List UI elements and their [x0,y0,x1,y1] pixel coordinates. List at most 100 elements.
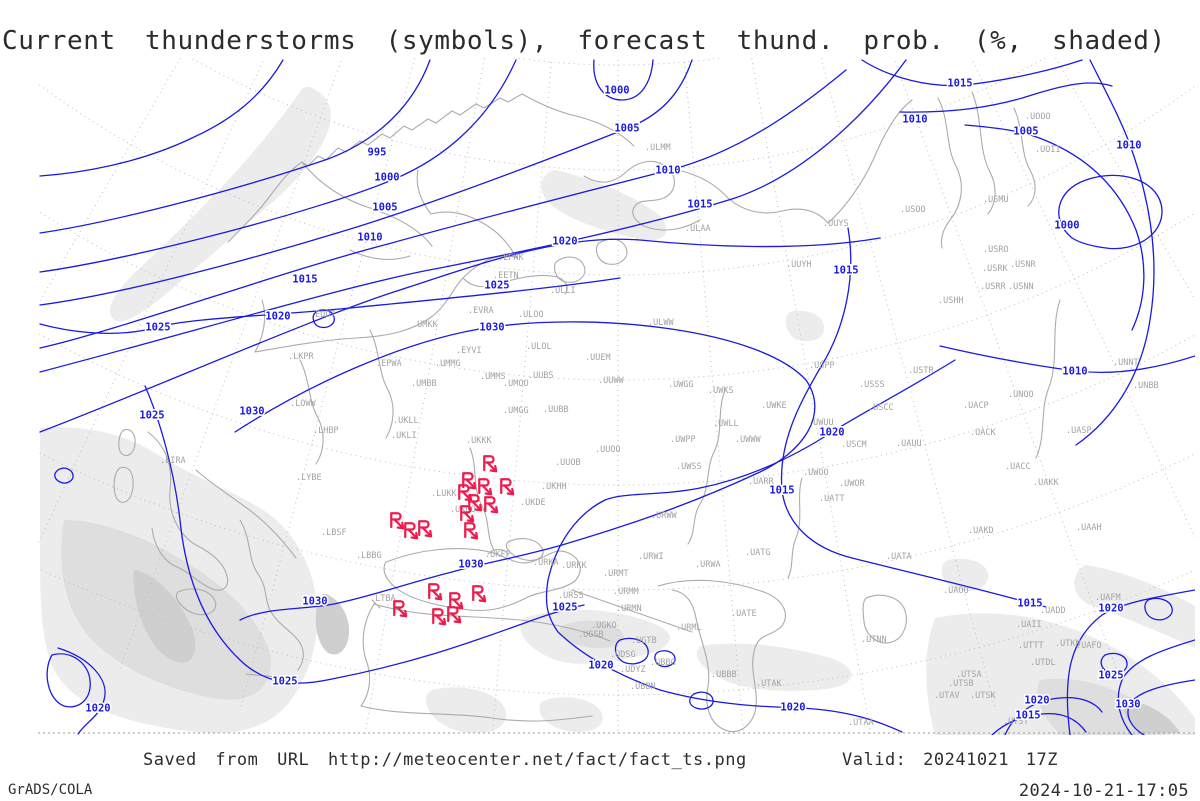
station-label: .USNR [1010,260,1036,270]
station-label: .URKA [533,558,559,568]
isobar-label: 1015 [1017,598,1042,610]
station-label: .UTAK [756,679,782,689]
station-label: .UAFO [1076,641,1102,651]
station-label: .UOOO [1025,112,1051,122]
station-label: .UMOO [503,379,529,389]
generator-credit: GrADS/COLA [8,782,93,798]
station-label: .UWOO [803,468,829,478]
station-label: .UMGG [503,406,529,416]
station-label: .LTBA [370,594,396,604]
station-label: .UACP [963,401,989,411]
station-label: .USMU [983,195,1009,205]
station-label: .UATA [886,552,912,562]
station-label: .UWUU [808,418,834,428]
station-label: .UKOO [450,505,476,515]
station-label: .EVRA [468,306,494,316]
station-label: .LHBP [313,426,339,436]
station-label: .UTAV [934,691,960,701]
station-label: .EFHK [498,253,524,263]
station-label: .UGKO [591,621,617,631]
station-label: .EPWA [376,359,402,369]
station-label: .URSS [558,591,584,601]
station-label: .UWLL [713,419,739,429]
station-label: .USTR [908,366,934,376]
thunderstorm-icon [500,478,515,496]
saved-from-url-text: Saved from URL http://meteocenter.net/fa… [143,750,747,770]
station-label: .URML [676,623,702,633]
station-label: .ULAA [685,224,711,234]
isobar-label: 995 [368,147,387,159]
valid-time-text: Valid: 20241021 17Z [842,750,1058,770]
station-label: .UATG [745,548,771,558]
graticule-layer [38,58,1195,735]
station-label: .UATT [819,494,845,504]
station-label: .LBSF [321,528,347,538]
isobar-label: 1020 [819,427,844,439]
thunderstorm-icon [472,585,487,603]
station-label: .UMBB [411,379,437,389]
station-label: .USPP [809,361,835,371]
isobar-label: 1000 [604,85,629,97]
station-label: .UAII [1016,620,1042,630]
station-label: .ULWW [648,318,674,328]
isobar-label: 1020 [780,702,805,714]
station-label: .LYBE [296,473,322,483]
station-label: .UTST [1003,717,1029,727]
page-title: Current thunderstorms (symbols), forecas… [2,26,1166,56]
probability-shading-layer [40,86,1195,735]
station-label: .UWSS [676,462,702,472]
isobar-layer [39,59,1195,735]
isobar-labels-layer: 995 1000 1005 1010 1015 1020 1025 1025 1030 1000 1… [84,76,1143,723]
station-label: .URWW [651,511,677,521]
isobar-label: 1015 [1015,710,1040,722]
station-label: .UKFF [485,550,511,560]
station-label: .UUOB [555,458,581,468]
station-label: .UTSK [970,691,996,701]
isobar-label: 1005 [614,123,639,135]
station-label: .EDDT [310,310,336,320]
isobar-label: 1005 [1013,126,1038,138]
station-label: .UGSB [578,630,604,640]
station-label: .UWKE [761,401,787,411]
station-label: .UUEM [585,353,611,363]
isobar-label: 1025 [272,676,297,688]
station-label: .UBBN [630,682,656,692]
station-label: .LOWW [290,399,316,409]
station-label: .UADD [1040,606,1066,616]
isobar-label: 1020 [588,660,613,672]
station-label: .UWWW [735,435,761,445]
isobar-label: 1020 [552,236,577,248]
thunderstorm-icon [432,608,447,626]
station-label: .ULLI [550,286,576,296]
isobar-label: 1000 [374,172,399,184]
station-label: .URKK [561,561,587,571]
station-label: .LKPR [288,352,314,362]
station-label: .UTTT [1018,641,1044,651]
station-label: .USRO [983,245,1009,255]
storm-symbols-layer [390,455,515,626]
station-label: .UOII [1035,145,1061,155]
station-label: .UNOO [1008,390,1034,400]
thunderstorm-icon [468,494,483,512]
station-label: .UAUU [896,439,922,449]
isobar-label: 1005 [372,202,397,214]
station-label: .LIRA [160,456,186,466]
station-label: .URWI [638,552,664,562]
isobar-label: 1015 [292,274,317,286]
station-label: .UNNT [1113,358,1139,368]
thunderstorm-icon [428,583,443,601]
station-label: .UWKS [708,386,734,396]
isobar-label: 1025 [145,322,170,334]
station-label: .USRR [980,282,1006,292]
station-label: .UWOR [839,479,865,489]
station-label: .USHH [938,296,964,306]
station-label: .UASP [1066,426,1092,436]
station-label: .UUOO [595,445,621,455]
station-label: .UBBG [650,658,676,668]
isobar-label: 1010 [902,114,927,126]
station-label: .USNN [1008,282,1034,292]
station-label: .UUBB [543,405,569,415]
isobar-label: 1020 [265,311,290,323]
thunderstorm-icon [418,520,433,538]
station-label: .UTDL [1030,658,1056,668]
